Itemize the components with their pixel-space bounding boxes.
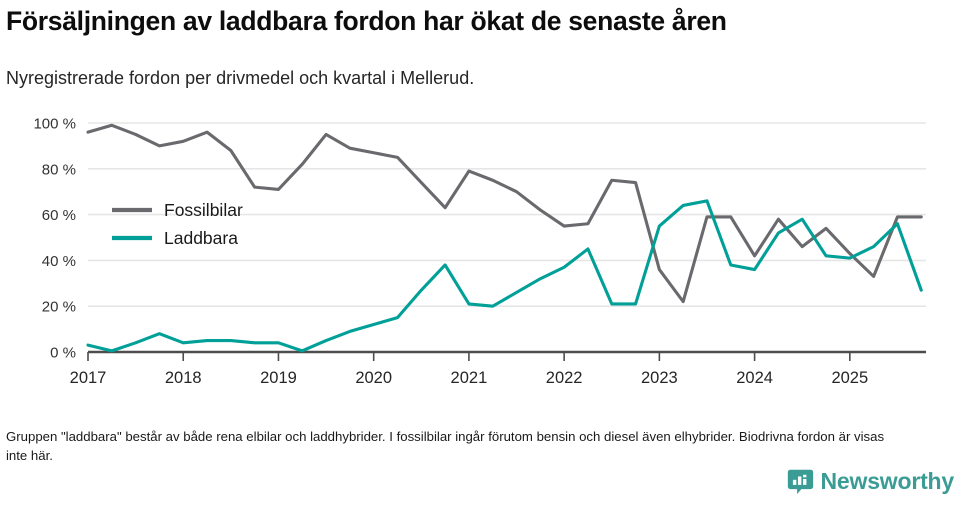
chart-y-tick-label: 20 % — [42, 299, 76, 316]
chart-x-tick-label: 2021 — [451, 369, 488, 387]
chart-gridlines — [88, 122, 926, 354]
chart-x-tick-label: 2020 — [355, 369, 392, 387]
chart-y-tick-label: 100 % — [33, 116, 76, 133]
chart-x-tick-label: 2025 — [831, 369, 868, 387]
chart-plot-area: 0 % 20 % 40 % 60 % 80 % 100 % 2017 2018 2019 202… — [0, 106, 960, 396]
chart-x-tick-label: 2023 — [641, 369, 678, 387]
chart-y-tick-label: 80 % — [42, 161, 76, 178]
chart-y-tick-label: 60 % — [42, 207, 76, 224]
chart-x-axis-labels: 2017 2018 2019 2020 2021 2022 2023 2024 2025 — [70, 369, 869, 387]
chart-series-line-laddbara — [86, 199, 923, 353]
chart-x-tick-label: 2024 — [736, 369, 773, 387]
page-title: Försäljningen av laddbara fordon har öka… — [6, 6, 727, 36]
chart-x-tick-label: 2022 — [546, 369, 583, 387]
chart-x-tick-label: 2019 — [260, 369, 297, 387]
brand-name: Newsworthy — [820, 468, 955, 494]
chart-y-tick-label: 40 % — [42, 253, 76, 270]
chart-x-tick-label: 2017 — [70, 369, 107, 387]
chart-series-lines — [86, 123, 923, 353]
chart-legend-label: Fossilbilar — [164, 200, 243, 220]
chart-legend-label: Laddbara — [164, 228, 238, 248]
chart-x-axis-ticks — [87, 352, 851, 361]
bar-chart-speech-bubble-icon — [787, 469, 813, 495]
line-chart-svg: 0 % 20 % 40 % 60 % 80 % 100 % 2017 2018 2019 202… — [33, 116, 926, 387]
chart-subtitle: Nyregistrerade fordon per drivmedel och … — [6, 68, 475, 88]
chart-y-axis-labels: 0 % 20 % 40 % 60 % 80 % 100 % — [33, 116, 76, 362]
chart-series-line-fossilbilar — [86, 123, 923, 304]
chart-y-tick-label: 0 % — [50, 345, 76, 362]
newsworthy-logo[interactable]: Newsworthy — [787, 468, 954, 495]
chart-footnote: Gruppen "laddbara" består av både rena e… — [6, 429, 885, 464]
chart-x-tick-label: 2018 — [165, 369, 202, 387]
chart-legend: Fossilbilar Laddbara — [112, 200, 243, 248]
